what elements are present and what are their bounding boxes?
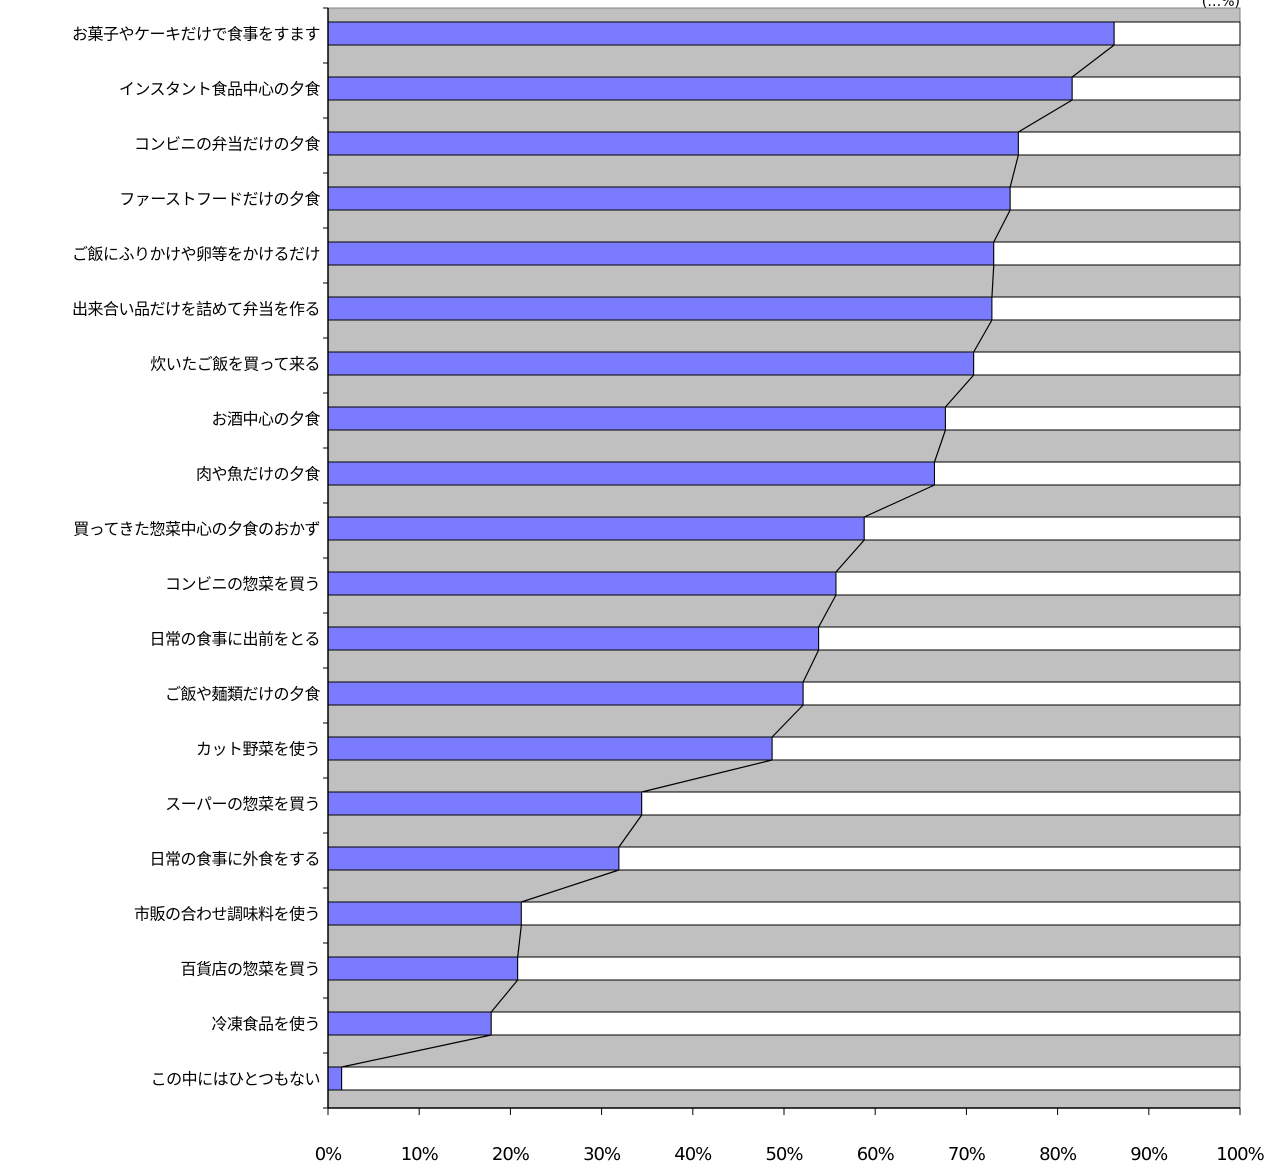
- bar-segment-s1-10: [835, 571, 1241, 596]
- bar-segment-s1-2: [1017, 131, 1241, 156]
- x-tick-label: 10%: [401, 1144, 439, 1165]
- bar-segment-s0-15: [327, 846, 620, 871]
- x-tick-label: 0%: [315, 1144, 342, 1165]
- bar-segment-s1-12: [802, 681, 1241, 706]
- series-line-1: [1018, 99, 1073, 133]
- series-line-4: [991, 264, 995, 298]
- bar-segment-s0-8: [327, 461, 935, 486]
- bar-segment-s1-7: [944, 406, 1241, 431]
- series-line-11: [802, 649, 820, 683]
- category-label: 日常の食事に外食をする: [149, 850, 320, 869]
- x-tick-label: 70%: [948, 1144, 986, 1165]
- bar-segment-s1-18: [490, 1011, 1241, 1036]
- x-tick-label: 40%: [674, 1144, 712, 1165]
- x-tick-label: 50%: [765, 1144, 803, 1165]
- series-line-10: [818, 594, 837, 628]
- bar-segment-s1-1: [1071, 76, 1241, 101]
- bar-segment-s1-15: [618, 846, 1241, 871]
- bar-segment-s0-3: [327, 186, 1011, 211]
- bar-segment-s0-6: [327, 351, 975, 376]
- category-label: 肉や魚だけの夕食: [196, 465, 321, 484]
- category-label: 買ってきた惣菜中心の夕食のおかず: [73, 520, 320, 539]
- bar-segment-s1-9: [863, 516, 1241, 541]
- bar-segment-s0-1: [327, 76, 1073, 101]
- category-label: 日常の食事に出前をとる: [149, 630, 320, 649]
- bar-segment-s0-12: [327, 681, 804, 706]
- category-label: インスタント食品中心の夕食: [119, 80, 321, 99]
- series-line-2: [1009, 154, 1019, 188]
- x-tick-label: 90%: [1130, 1144, 1168, 1165]
- bar-segment-s1-3: [1009, 186, 1241, 211]
- category-label: この中にはひとつもない: [151, 1070, 320, 1089]
- series-line-18: [341, 1034, 492, 1068]
- bar-segment-s1-5: [991, 296, 1241, 321]
- bar-segment-s0-11: [327, 626, 820, 651]
- bar-segment-s0-2: [327, 131, 1019, 156]
- bar-segment-s1-4: [993, 241, 1241, 266]
- category-label: 市販の合わせ調味料を使う: [134, 905, 320, 924]
- bar-segment-s1-16: [520, 901, 1241, 926]
- bar-segment-s1-11: [818, 626, 1241, 651]
- category-label: コンビニの弁当だけの夕食: [134, 135, 321, 154]
- x-tick-label: 60%: [857, 1144, 895, 1165]
- series-lines-group: [341, 44, 1115, 1068]
- category-label: コンビニの惣菜を買う: [165, 575, 320, 594]
- category-label: 冷凍食品を使う: [211, 1015, 320, 1034]
- series-line-6: [944, 374, 975, 408]
- bar-segment-s1-8: [933, 461, 1241, 486]
- category-label: スーパーの惣菜を買う: [165, 795, 320, 814]
- tick-labels-group: 0% 10% 20% 30% 40% 50% 60% 70% 80% 90% 100%: [315, 1144, 1266, 1165]
- bar-segment-s1-14: [641, 791, 1241, 816]
- series-line-14: [618, 814, 643, 848]
- bar-segment-s1-6: [973, 351, 1241, 376]
- plot-background: [327, 7, 1241, 1109]
- bars-group: [327, 21, 1241, 1091]
- bar-segment-s0-13: [327, 736, 773, 761]
- series-line-15: [521, 869, 620, 903]
- series-line-0: [1071, 44, 1115, 78]
- bar-segment-s1-0: [1113, 21, 1241, 46]
- series-line-5: [973, 319, 993, 353]
- bar-segment-s1-17: [517, 956, 1241, 981]
- bar-segment-s1-13: [771, 736, 1241, 761]
- category-label: ファーストフードだけの夕食: [119, 190, 320, 209]
- unit-label: (…%): [1202, 0, 1240, 10]
- series-line-17: [490, 979, 519, 1013]
- category-label: お酒中心の夕食: [211, 410, 320, 429]
- series-line-9: [835, 539, 865, 573]
- x-tick-label: 20%: [492, 1144, 530, 1165]
- series-line-12: [771, 704, 804, 738]
- bar-segment-s0-10: [327, 571, 837, 596]
- bar-segment-s0-5: [327, 296, 993, 321]
- x-tick-label: 80%: [1039, 1144, 1077, 1165]
- bar-segment-s0-9: [327, 516, 865, 541]
- bar-segment-s0-19: [327, 1066, 343, 1091]
- bar-segment-s0-0: [327, 21, 1115, 46]
- series-line-3: [993, 209, 1011, 243]
- category-label: ご飯や麺類だけの夕食: [165, 685, 321, 704]
- category-labels-group: お菓子やケーキだけで食事をすますインスタント食品中心の夕食コンビニの弁当だけの夕…: [72, 25, 321, 1089]
- x-tick-label: 100%: [1216, 1144, 1264, 1165]
- series-line-7: [933, 429, 946, 463]
- category-label: カット野菜を使う: [196, 740, 320, 759]
- bar-segment-s1-19: [341, 1066, 1241, 1091]
- bar-segment-s0-7: [327, 406, 946, 431]
- category-label: 出来合い品だけを詰めて弁当を作る: [72, 300, 320, 319]
- series-line-8: [864, 484, 935, 518]
- bar-segment-s0-18: [327, 1011, 492, 1036]
- series-line-13: [641, 759, 773, 793]
- bar-segment-s0-16: [327, 901, 522, 926]
- category-label: お菓子やケーキだけで食事をすます: [72, 25, 320, 44]
- category-label: 炊いたご飯を買って来る: [150, 355, 320, 374]
- series-line-16: [517, 924, 522, 958]
- bar-segment-s0-4: [327, 241, 995, 266]
- category-label: ご飯にふりかけや卵等をかけるだけ: [72, 245, 320, 264]
- axes-group: [323, 7, 1241, 1115]
- x-tick-label: 30%: [583, 1144, 621, 1165]
- bar-segment-s0-17: [327, 956, 519, 981]
- bar-segment-s0-14: [327, 791, 643, 816]
- category-label: 百貨店の惣菜を買う: [180, 960, 320, 979]
